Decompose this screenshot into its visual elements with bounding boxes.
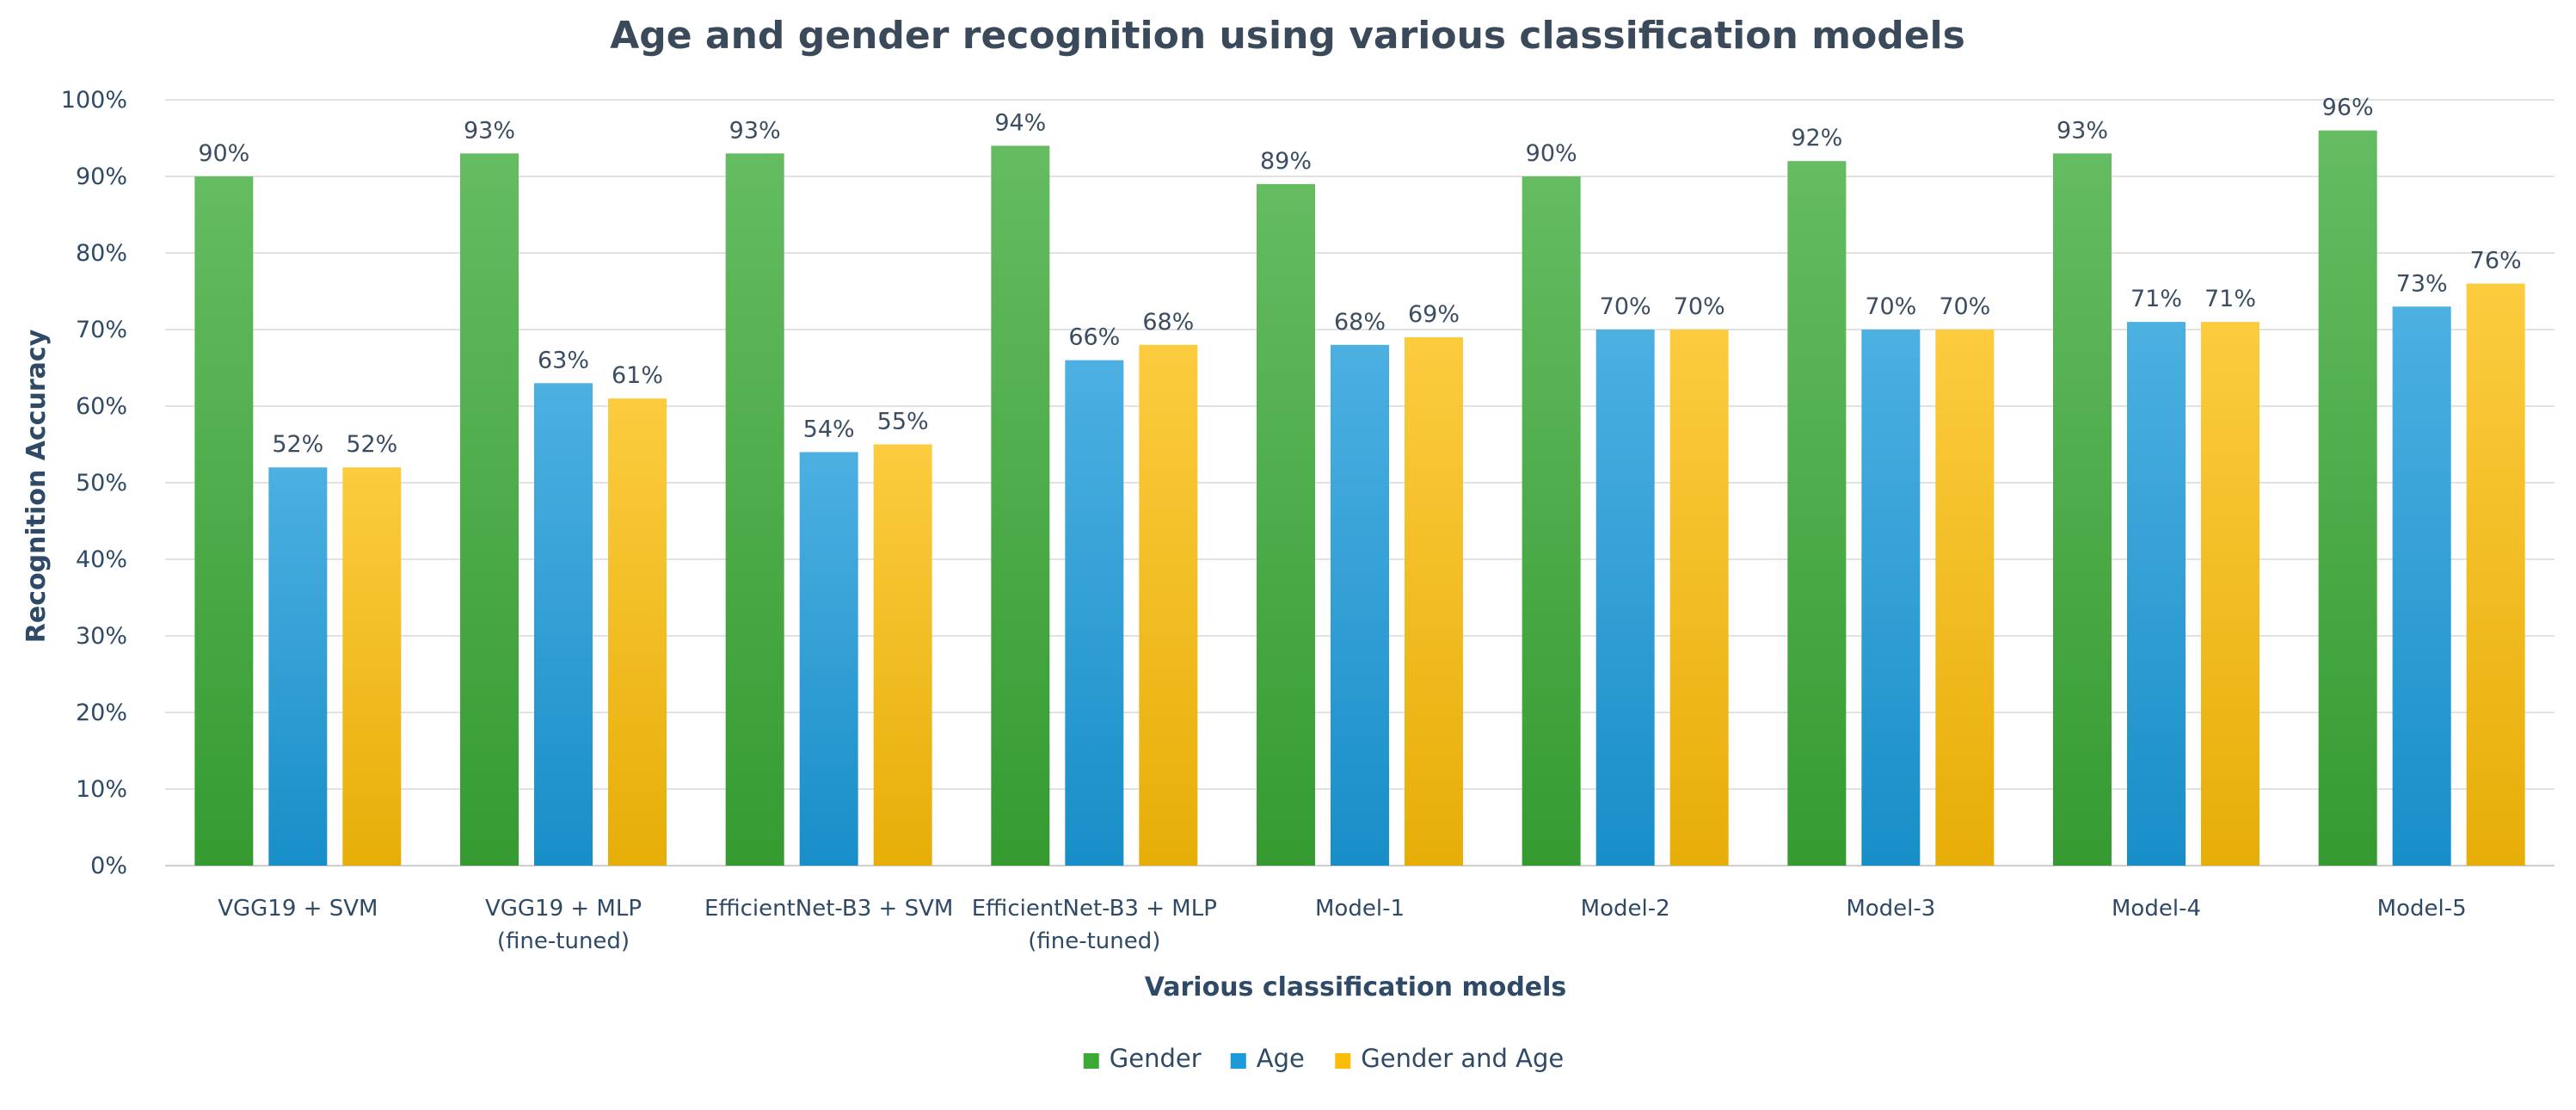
x-tick-label: Model-2	[1581, 896, 1670, 922]
legend-label: Gender and Age	[1361, 1044, 1564, 1073]
data-label: 52%	[272, 431, 323, 458]
bar-gender	[1787, 161, 1847, 866]
bar-gender	[991, 145, 1050, 866]
y-tick-label: 60%	[76, 393, 127, 420]
data-label: 94%	[994, 109, 1046, 136]
data-label: 71%	[2130, 286, 2182, 312]
y-tick-label: 50%	[76, 470, 127, 496]
bar-gender-and-age	[873, 444, 932, 866]
y-tick-label: 80%	[76, 240, 127, 267]
y-tick-label: 100%	[61, 87, 127, 114]
data-label: 71%	[2204, 286, 2256, 312]
bar-age	[1861, 330, 1921, 866]
x-tick-label: Model-4	[2112, 896, 2201, 922]
bar-gender-and-age	[1405, 336, 1463, 866]
y-tick-label: 70%	[76, 317, 127, 343]
bar-age	[2127, 322, 2186, 866]
y-tick-label: 90%	[76, 163, 127, 190]
x-tick-label: VGG19 + MLP	[485, 896, 642, 922]
x-axis-title: Various classification models	[1145, 972, 1567, 1002]
data-label: 69%	[1408, 301, 1460, 328]
bar-gender-and-age	[2466, 283, 2525, 866]
data-label: 52%	[346, 431, 397, 458]
bar-gender	[2053, 153, 2112, 866]
y-axis: 0% 10% 20% 30% 40% 50% 60% 70% 80% 90% 100%	[61, 87, 127, 879]
data-label: 70%	[1939, 293, 1990, 320]
bar-gender-and-age	[1935, 330, 1995, 866]
legend-swatch	[1335, 1053, 1351, 1069]
legend-swatch	[1083, 1053, 1099, 1069]
x-tick-label: VGG19 + SVM	[218, 896, 378, 922]
x-tick-label: (fine-tuned)	[1028, 928, 1160, 954]
legend-item-gender: Gender	[1083, 1044, 1202, 1073]
y-tick-label: 10%	[76, 776, 127, 803]
bar-gender	[725, 153, 784, 866]
bar-age	[1331, 344, 1389, 866]
y-axis-title: Recognition Accuracy	[22, 329, 52, 643]
bar-age	[1065, 360, 1124, 866]
bar-gender	[460, 153, 519, 866]
x-tick-label: EfficientNet-B3 + MLP	[972, 896, 1217, 922]
data-label: 70%	[1600, 293, 1651, 320]
x-tick-label: EfficientNet-B3 + SVM	[704, 896, 953, 922]
data-label: 92%	[1791, 125, 1842, 151]
data-label: 68%	[1142, 309, 1194, 336]
legend: Gender Age Gender and Age	[1083, 1044, 1564, 1073]
x-axis: VGG19 + SVM VGG19 + MLP (fine-tuned) Effici…	[218, 896, 2466, 954]
legend-swatch	[1230, 1053, 1246, 1069]
bar-age	[268, 467, 328, 866]
data-label: 76%	[2470, 248, 2522, 274]
data-label: 61%	[612, 362, 663, 389]
data-label: 93%	[2056, 117, 2108, 144]
y-tick-label: 20%	[76, 700, 127, 726]
data-label: 90%	[1526, 140, 1577, 167]
data-label: 54%	[803, 416, 855, 442]
data-label: 68%	[1334, 309, 1386, 336]
data-label: 90%	[198, 140, 249, 167]
bar-age	[534, 383, 593, 866]
x-tick-label: Model-1	[1315, 896, 1405, 922]
x-tick-label: (fine-tuned)	[497, 928, 630, 954]
legend-label: Gender	[1110, 1044, 1202, 1073]
bar-gender-and-age	[1139, 344, 1198, 866]
chart-title: Age and gender recognition using various…	[610, 14, 1965, 58]
x-tick-label: Model-3	[1846, 896, 1935, 922]
y-tick-label: 0%	[90, 853, 127, 879]
y-tick-label: 40%	[76, 546, 127, 573]
y-tick-label: 30%	[76, 623, 127, 650]
data-label: 96%	[2322, 95, 2374, 121]
bar-age	[799, 452, 858, 866]
legend-label: Age	[1257, 1044, 1305, 1073]
legend-item-gender-and-age: Gender and Age	[1335, 1044, 1564, 1073]
data-label: 93%	[464, 117, 515, 144]
bar-gender-and-age	[2201, 322, 2259, 866]
data-label: 63%	[538, 347, 589, 373]
data-label: 93%	[729, 117, 781, 144]
bar-gender	[1257, 183, 1315, 866]
bar-gender	[1522, 176, 1581, 866]
data-label: 89%	[1260, 148, 1312, 175]
bar-gender-and-age	[342, 467, 402, 866]
data-label: 66%	[1068, 324, 1120, 351]
data-label: 70%	[1674, 293, 1725, 320]
bars	[194, 130, 2525, 866]
bar-gender	[194, 176, 254, 866]
bar-gender-and-age	[1669, 330, 1729, 866]
data-label: 55%	[877, 409, 929, 435]
x-tick-label: Model-5	[2377, 896, 2467, 922]
bar-gender-and-age	[608, 398, 667, 866]
bar-gender	[2318, 130, 2377, 866]
data-labels: 90% 52% 52% 93% 63% 61% 93% 54% 55% 94% 66% 68% 89% 6…	[198, 95, 2521, 459]
data-label: 70%	[1865, 293, 1916, 320]
legend-item-age: Age	[1230, 1044, 1305, 1073]
bar-age	[2392, 306, 2451, 866]
data-label: 73%	[2396, 270, 2448, 297]
bar-age	[1595, 330, 1655, 866]
